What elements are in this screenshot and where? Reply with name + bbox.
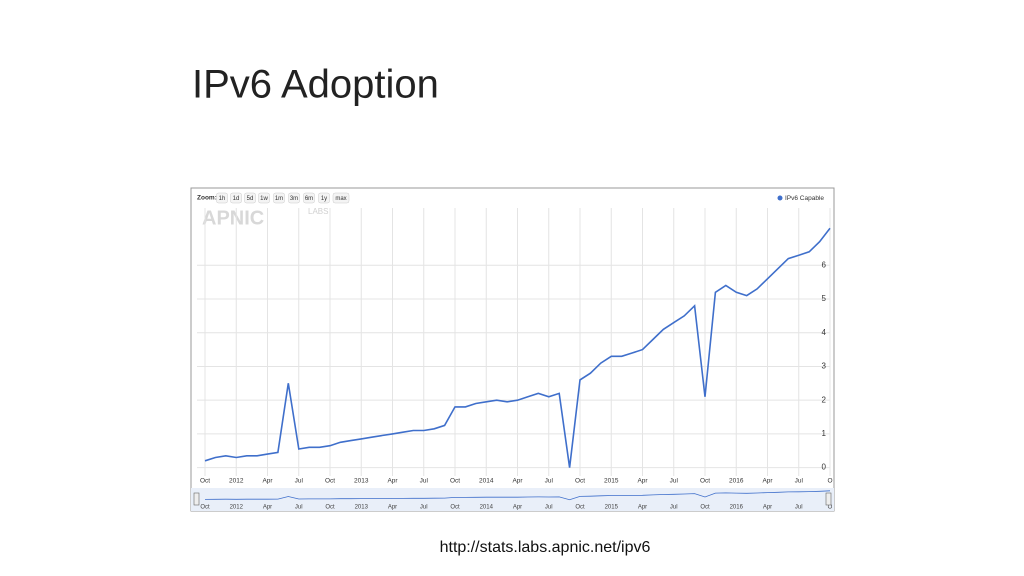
x-tick-label: Oct bbox=[325, 478, 335, 485]
navigator-tick-label: Jul bbox=[795, 505, 803, 511]
x-tick-label: Apr bbox=[387, 478, 398, 485]
y-tick-label: 6 bbox=[822, 260, 827, 269]
y-tick-label: 2 bbox=[822, 395, 827, 404]
zoom-button-label: 5d bbox=[247, 196, 254, 202]
x-tick-label: O bbox=[827, 478, 832, 485]
navigator bbox=[191, 488, 834, 511]
zoom-button-label: 6m bbox=[305, 196, 313, 202]
zoom-button-label: 1d bbox=[233, 196, 240, 202]
navigator-tick-label: Apr bbox=[513, 505, 522, 511]
y-tick-label: 4 bbox=[822, 328, 827, 337]
navigator-tick-label: Jul bbox=[545, 505, 553, 511]
legend-marker bbox=[777, 195, 783, 201]
navigator-handle[interactable] bbox=[825, 492, 832, 506]
zoom-button[interactable] bbox=[273, 192, 285, 204]
x-tick-label: Jul bbox=[420, 478, 429, 485]
zoom-button-label: 1y bbox=[321, 196, 327, 202]
y-tick-label: 0 bbox=[822, 463, 827, 472]
zoom-button[interactable] bbox=[258, 192, 270, 204]
zoom-button-label: 1h bbox=[219, 196, 226, 202]
x-tick-label: 2014 bbox=[479, 478, 494, 485]
x-tick-label: Jul bbox=[795, 478, 804, 485]
x-tick-label: 2015 bbox=[604, 478, 619, 485]
x-tick-label: Apr bbox=[512, 478, 523, 485]
slide-title: IPv6 Adoption bbox=[192, 63, 439, 107]
navigator-tick-label: Jul bbox=[295, 505, 303, 511]
x-tick-label: Apr bbox=[262, 478, 273, 485]
x-tick-label: 2016 bbox=[729, 478, 744, 485]
navigator-tick-label: Oct bbox=[575, 505, 585, 511]
navigator-tick-label: Apr bbox=[638, 505, 647, 511]
x-tick-label: Oct bbox=[200, 478, 210, 485]
y-tick-label: 5 bbox=[822, 294, 827, 303]
x-tick-label: Apr bbox=[637, 478, 648, 485]
zoom-label: Zoom: bbox=[197, 195, 217, 202]
navigator-handle[interactable] bbox=[193, 492, 200, 506]
zoom-button[interactable] bbox=[244, 192, 256, 204]
navigator-tick-label: Jul bbox=[420, 505, 428, 511]
navigator-line bbox=[204, 490, 831, 501]
zoom-button[interactable] bbox=[216, 192, 228, 204]
navigator-tick-label: O bbox=[828, 505, 833, 511]
legend-label: IPv6 Capable bbox=[785, 195, 824, 202]
navigator-tick-label: Apr bbox=[263, 505, 272, 511]
zoom-button[interactable] bbox=[332, 192, 350, 204]
y-tick-label: 3 bbox=[822, 362, 827, 371]
zoom-button[interactable] bbox=[303, 192, 315, 204]
navigator-tick-label: Jul bbox=[670, 505, 678, 511]
zoom-button[interactable] bbox=[288, 192, 300, 204]
zoom-button-label: max bbox=[335, 196, 346, 202]
zoom-button[interactable] bbox=[230, 192, 242, 204]
data-line bbox=[204, 227, 831, 468]
x-tick-label: Jul bbox=[670, 478, 679, 485]
navigator-tick-label: 2014 bbox=[480, 505, 494, 511]
zoom-button[interactable] bbox=[318, 192, 330, 204]
logo: APNIC bbox=[202, 207, 264, 229]
logo-sub: LABS bbox=[308, 207, 328, 216]
zoom-button-label: 1w bbox=[260, 196, 268, 202]
navigator-tick-label: Oct bbox=[450, 505, 460, 511]
x-tick-label: Jul bbox=[545, 478, 554, 485]
x-tick-label: Oct bbox=[450, 478, 460, 485]
chart-frame bbox=[190, 187, 835, 512]
navigator-tick-label: 2015 bbox=[605, 505, 619, 511]
y-tick-label: 1 bbox=[822, 429, 827, 438]
navigator-tick-label: Oct bbox=[200, 505, 210, 511]
x-tick-label: Oct bbox=[700, 478, 710, 485]
navigator-tick-label: 2012 bbox=[230, 505, 244, 511]
navigator-tick-label: Oct bbox=[700, 505, 710, 511]
x-tick-label: 2012 bbox=[229, 478, 244, 485]
x-tick-label: Oct bbox=[575, 478, 585, 485]
x-tick-label: 2013 bbox=[354, 478, 369, 485]
source-url: http://stats.labs.apnic.net/ipv6 bbox=[440, 539, 651, 556]
zoom-button-label: 1m bbox=[275, 196, 283, 202]
navigator-tick-label: Apr bbox=[388, 505, 397, 511]
navigator-tick-label: Apr bbox=[763, 505, 772, 511]
navigator-tick-label: 2016 bbox=[730, 505, 744, 511]
x-tick-label: Apr bbox=[762, 478, 773, 485]
x-tick-label: Jul bbox=[295, 478, 304, 485]
navigator-tick-label: 2013 bbox=[355, 505, 369, 511]
zoom-button-label: 3m bbox=[290, 196, 298, 202]
navigator-tick-label: Oct bbox=[325, 505, 335, 511]
